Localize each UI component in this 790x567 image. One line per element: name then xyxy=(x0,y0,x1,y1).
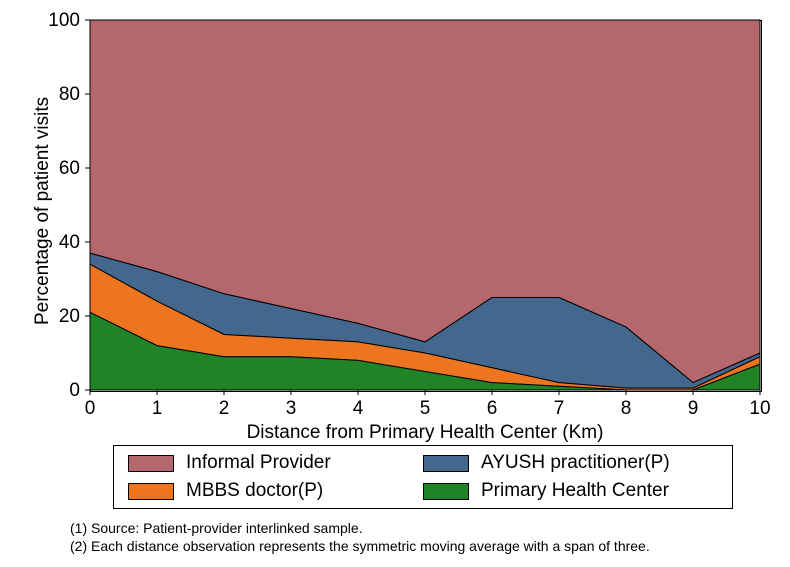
legend-item-informal: Informal Provider xyxy=(128,452,423,474)
y-tick-label: 20 xyxy=(40,306,80,328)
x-tick-label: 10 xyxy=(740,398,780,420)
y-tick-label: 40 xyxy=(40,232,80,254)
legend-swatch xyxy=(128,455,174,472)
x-axis-title: Distance from Primary Health Center (Km) xyxy=(90,422,760,444)
legend-swatch xyxy=(128,483,174,500)
legend-label: Informal Provider xyxy=(186,452,331,474)
x-tick-label: 6 xyxy=(472,398,512,420)
legend-item-mbbs: MBBS doctor(P) xyxy=(128,480,423,502)
x-tick-label: 4 xyxy=(338,398,378,420)
legend-swatch xyxy=(423,483,469,500)
x-tick-label: 3 xyxy=(271,398,311,420)
footnote-1: (1) Source: Patient-provider interlinked… xyxy=(70,520,363,536)
legend-label: AYUSH practitioner(P) xyxy=(481,452,670,474)
legend: Informal Provider AYUSH practitioner(P) MB… xyxy=(113,445,733,509)
legend-item-phc: Primary Health Center xyxy=(423,480,718,502)
stacked-area-chart: Percentage of patient visits Distance fr… xyxy=(0,0,790,567)
legend-item-ayush: AYUSH practitioner(P) xyxy=(423,452,718,474)
legend-swatch xyxy=(423,455,469,472)
y-axis-title: Percentage of patient visits xyxy=(32,97,54,325)
x-tick-label: 1 xyxy=(137,398,177,420)
x-tick-label: 2 xyxy=(204,398,244,420)
y-tick-label: 80 xyxy=(40,84,80,106)
y-tick-label: 100 xyxy=(40,10,80,32)
x-tick-label: 5 xyxy=(405,398,445,420)
x-tick-label: 7 xyxy=(539,398,579,420)
legend-label: Primary Health Center xyxy=(481,480,669,502)
legend-label: MBBS doctor(P) xyxy=(186,480,323,502)
x-tick-label: 0 xyxy=(70,398,110,420)
footnote-2: (2) Each distance observation represents… xyxy=(70,538,650,554)
x-tick-label: 9 xyxy=(673,398,713,420)
x-tick-label: 8 xyxy=(606,398,646,420)
y-tick-label: 60 xyxy=(40,158,80,180)
